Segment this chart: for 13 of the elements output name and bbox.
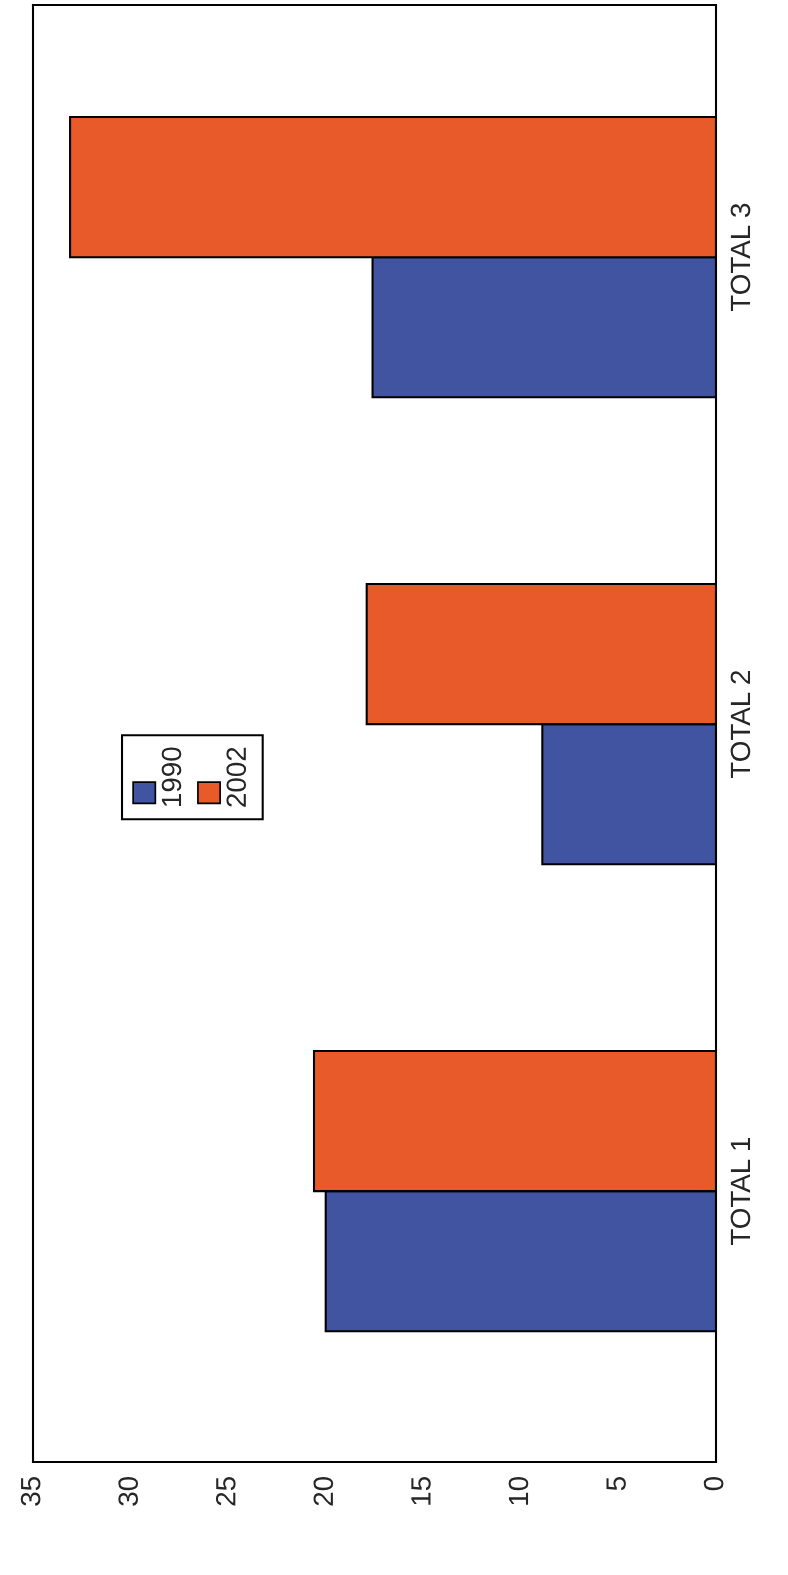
- legend-label: 1990: [161, 747, 182, 806]
- x-tick-label: 5: [606, 1477, 626, 1491]
- x-tick-label: 30: [118, 1476, 139, 1506]
- y-tick-label: TOTAL 2: [730, 671, 751, 779]
- y-tick-label: TOTAL 3: [730, 203, 751, 312]
- x-tick-label: 35: [20, 1477, 41, 1506]
- x-tick-label: 0: [703, 1476, 724, 1491]
- y-tick-label: TOTAL 1: [730, 1137, 751, 1246]
- x-tick-label: 10: [508, 1476, 529, 1505]
- x-tick-label: 25: [215, 1477, 236, 1506]
- legend-label: 2002: [226, 747, 247, 807]
- x-tick-label: 20: [313, 1476, 334, 1506]
- x-tick-label: 15: [411, 1477, 431, 1505]
